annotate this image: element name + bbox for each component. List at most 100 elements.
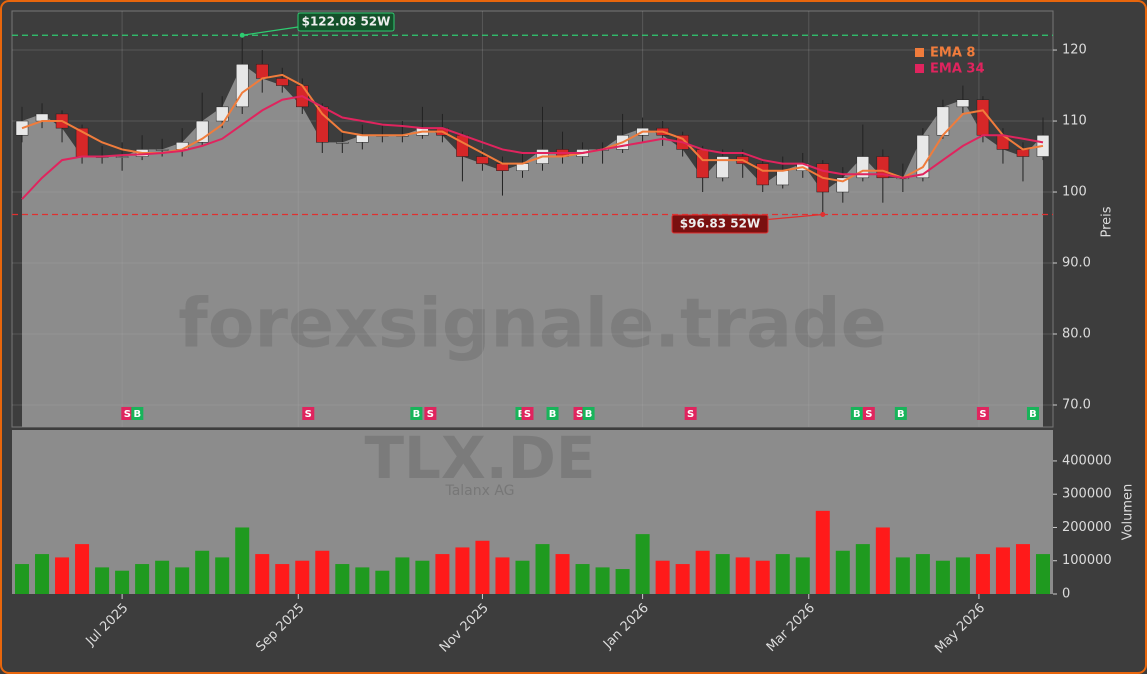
volume-bar [775, 554, 790, 594]
y-tick-label: 100 [1062, 185, 1087, 200]
annotation-box [671, 214, 769, 234]
signal-label: B [853, 409, 861, 420]
volume-bar [215, 557, 230, 594]
volume-bar [695, 550, 710, 594]
watermark: TLX.DE [364, 424, 595, 492]
candle-body [115, 156, 129, 158]
signal-marker [424, 407, 437, 420]
signal-marker [862, 407, 875, 420]
signal-label: S [687, 409, 694, 420]
volume-bar [15, 564, 30, 594]
signal-marker [1026, 407, 1039, 420]
signal-label: S [305, 409, 312, 420]
candle-body [356, 134, 369, 143]
signal-marker [131, 407, 144, 420]
candle-body [276, 78, 289, 86]
signal-label: S [979, 409, 986, 420]
signal-label: S [576, 409, 583, 420]
volume-bar [295, 560, 310, 594]
volume-bar [995, 547, 1010, 594]
volume-bar [55, 557, 70, 594]
signal-marker [850, 407, 863, 420]
volume-bar [955, 557, 970, 594]
volume-bar [95, 567, 110, 594]
y-tick-label: 120 [1062, 43, 1087, 58]
legend-swatch [915, 48, 924, 57]
candle-body [155, 149, 169, 151]
y-tick-label: 400000 [1062, 453, 1112, 468]
candle-body [35, 113, 49, 122]
y-tick-label: 110 [1062, 114, 1087, 129]
signal-label: B [134, 409, 142, 420]
volume-bar [115, 570, 130, 594]
y-tick-label: 0 [1062, 587, 1070, 602]
volume-bar [975, 554, 990, 594]
candle-body [336, 142, 349, 144]
y-tick-label: 200000 [1062, 520, 1112, 535]
volume-bar [155, 560, 170, 594]
y-tick-label: 70.0 [1062, 397, 1091, 412]
candle-body [776, 170, 789, 186]
volume-bar [1035, 554, 1050, 594]
watermark: forexsignale.trade [178, 285, 887, 364]
volume-bar [495, 557, 510, 594]
candle-body [316, 106, 329, 143]
y-tick-label: 90.0 [1062, 256, 1091, 271]
candle-body [1016, 149, 1030, 157]
signal-marker [976, 407, 989, 420]
signal-label: B [413, 409, 421, 420]
signal-marker [684, 407, 697, 420]
volume-bar [875, 527, 890, 594]
candle-body [696, 149, 709, 179]
signal-marker [521, 407, 534, 420]
volume-bar [175, 567, 190, 594]
volume-bar [795, 557, 810, 594]
volume-bar [595, 567, 610, 594]
volume-bar [635, 534, 650, 594]
signal-marker [410, 407, 423, 420]
volume-bar [675, 564, 690, 594]
signal-label: B [549, 409, 557, 420]
legend-label: EMA 34 [930, 62, 985, 77]
volume-bar [195, 550, 210, 594]
signal-marker [302, 407, 315, 420]
annotation-arrow [242, 26, 299, 36]
volume-bar [135, 564, 150, 594]
candle-body [255, 63, 269, 79]
candle-body [756, 163, 769, 186]
y-axis-title: Volumen [1121, 484, 1136, 541]
volume-bar [415, 560, 430, 594]
volume-bar [735, 557, 750, 594]
volume-bar [435, 554, 450, 594]
annotation-label: $122.08 52W [302, 15, 391, 29]
volume-bar [475, 540, 490, 594]
volume-bar [755, 560, 770, 594]
candle-body [15, 120, 29, 136]
volume-bar [915, 554, 930, 594]
volume-bar [335, 564, 350, 594]
y-axis-title: Preis [1100, 206, 1115, 237]
volume-bar [255, 554, 270, 594]
signal-marker [894, 407, 907, 420]
legend-swatch [915, 64, 924, 73]
volume-bar [815, 510, 830, 594]
close-area [22, 64, 1043, 428]
volume-bar [375, 570, 390, 594]
signal-label: S [865, 409, 872, 420]
signal-label: B [518, 409, 526, 420]
candle-body [476, 156, 489, 164]
signal-label: B [1029, 409, 1037, 420]
candle-body [456, 134, 469, 157]
volume-bar [355, 567, 370, 594]
volume-bar [235, 527, 250, 594]
annotation-arrow [761, 213, 823, 221]
candle-body [976, 99, 990, 136]
volume-bar [515, 560, 530, 594]
y-tick-label: 300000 [1062, 487, 1112, 502]
volume-bar [935, 560, 950, 594]
volume-bar [395, 557, 410, 594]
volume-bar [535, 544, 550, 594]
signal-label: S [524, 409, 531, 420]
signal-marker [546, 407, 559, 420]
volume-bar [315, 550, 330, 594]
